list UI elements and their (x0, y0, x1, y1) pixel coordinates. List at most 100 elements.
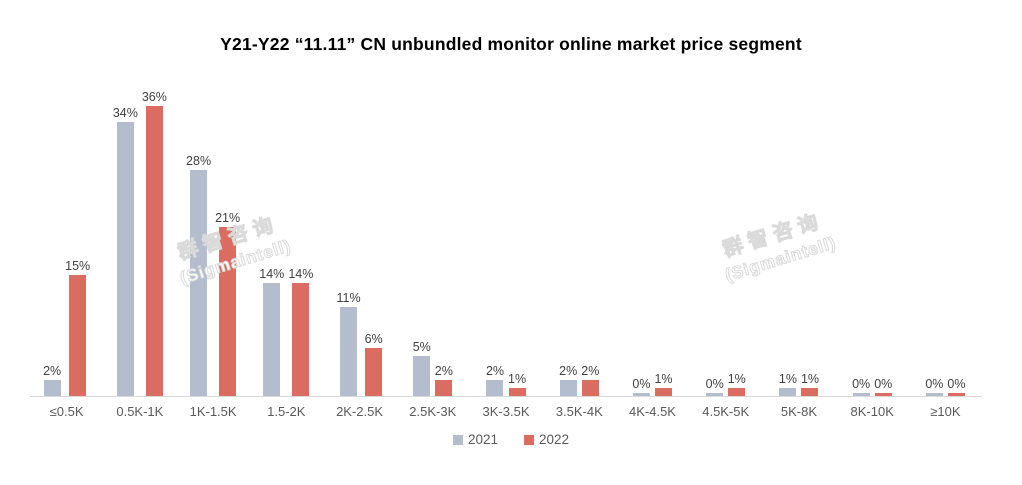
bar-column: 1% (801, 372, 819, 396)
bar-2022 (655, 387, 673, 396)
x-tick-label: 2.5K-3K (409, 404, 457, 419)
bar-value-label: 2% (43, 363, 62, 378)
category-group: 14% 14% (250, 85, 323, 396)
bar-2021 (925, 393, 943, 396)
x-tick-label: 3.5K-4K (555, 404, 603, 419)
bar-value-label: 6% (364, 331, 383, 346)
legend-item-2022: 2022 (524, 432, 569, 447)
bar-column: 36% (142, 90, 167, 396)
category-group: 2% 1% (469, 85, 542, 396)
legend-swatch-icon (524, 434, 534, 445)
category-group: 0% 0% (909, 85, 982, 396)
bar-column: 34% (113, 106, 138, 396)
x-tick-label: 4K-4.5K (629, 404, 676, 419)
bar-2021 (486, 379, 504, 396)
bar-2022 (728, 387, 746, 396)
bar-2021 (116, 122, 134, 396)
bar-2022 (508, 387, 526, 396)
bar-column: 6% (365, 332, 383, 396)
bar-column: 2% (581, 364, 599, 396)
bar-value-label: 14% (288, 267, 314, 282)
plot-area: 2% 15% 34% 36% 28% 21% 14% 14% 11% 6% 5% 2% 2% 1% 2% 2%… (30, 85, 982, 419)
bar-2021 (559, 379, 577, 396)
bar-column: 28% (186, 154, 211, 396)
category-group: 0% 1% (616, 85, 689, 396)
bar-value-label: 2% (434, 363, 453, 378)
category-group: 2% 2% (543, 85, 616, 396)
bar-column: 2% (43, 364, 61, 396)
bar-2021 (632, 393, 650, 396)
bar-value-label: 2% (581, 363, 600, 378)
bar-2022 (581, 379, 599, 396)
bar-value-label: 1% (508, 371, 527, 386)
bar-column: 14% (259, 267, 284, 396)
bar-2021 (779, 387, 797, 396)
bar-column: 1% (654, 371, 673, 396)
bar-value-label: 11% (336, 291, 361, 306)
bar-2022 (145, 106, 163, 396)
bar-2022 (292, 283, 310, 396)
bar-value-label: 2% (485, 363, 505, 378)
bar-column: 0% (874, 377, 892, 396)
bar-2022 (219, 226, 237, 396)
x-axis: ≤0.5K 0.5K-1K 1K-1.5K 1.5-2K 2K-2.5K 2.5K-3K 3… (30, 397, 982, 419)
bar-2021 (852, 393, 870, 396)
bar-2021 (263, 283, 281, 396)
category-group: 0% 1% (689, 85, 762, 396)
bar-column: 2% (559, 364, 577, 396)
bar-2021 (190, 170, 208, 396)
x-tick-label: 2K-2.5K (336, 404, 384, 419)
bar-value-label: 5% (412, 339, 431, 354)
category-group: 5% 2% (396, 85, 469, 396)
bar-column: 5% (413, 340, 431, 396)
bar-2021 (706, 393, 724, 396)
bar-2022 (365, 347, 383, 396)
bar-value-label: 0% (705, 377, 724, 391)
legend-swatch-icon (452, 434, 463, 445)
bar-value-label: 2% (559, 363, 578, 378)
bar-column: 0% (706, 377, 724, 396)
bar-value-label: 0% (947, 377, 966, 391)
bar-column: 2% (486, 364, 504, 396)
bar-column: 1% (728, 372, 746, 396)
bar-groups: 2% 15% 34% 36% 28% 21% 14% 14% 11% 6% 5% 2% 2% 1% 2% 2%… (30, 85, 982, 397)
bar-value-label: 0% (925, 377, 944, 391)
bar-column: 15% (65, 259, 90, 396)
bar-column: 21% (215, 211, 240, 396)
x-tick-label: 3K-3.5K (482, 404, 530, 419)
x-tick-label: 0.5K-1K (116, 404, 164, 419)
bar-column: 1% (779, 372, 797, 396)
bar-value-label: 0% (632, 377, 651, 391)
bar-value-label: 0% (852, 377, 871, 391)
bar-value-label: 14% (259, 267, 285, 282)
bar-value-label: 36% (141, 90, 167, 104)
x-tick-label: 5K-8K (780, 404, 818, 419)
bar-column: 0% (852, 377, 870, 396)
bar-value-label: 1% (778, 371, 797, 386)
bar-value-label: 1% (654, 371, 673, 386)
chart-legend: 2021 2022 (0, 432, 1022, 447)
x-tick-label: ≤0.5K (49, 404, 84, 419)
bar-value-label: 28% (186, 154, 212, 169)
bar-value-label: 15% (65, 259, 91, 274)
bar-column: 11% (336, 291, 361, 396)
bar-column: 2% (435, 364, 453, 396)
bar-2022 (69, 275, 87, 396)
bar-column: 1% (508, 372, 526, 396)
bar-2022 (435, 379, 453, 396)
category-group: 34% 36% (103, 85, 176, 396)
category-group: 28% 21% (176, 85, 249, 396)
category-group: 0% 0% (836, 85, 909, 396)
legend-item-2021: 2021 (452, 432, 498, 447)
category-group: 11% 6% (323, 85, 396, 396)
bar-2022 (947, 393, 965, 396)
bar-value-label: 0% (874, 377, 893, 391)
x-tick-label: 4.5K-5K (702, 404, 750, 419)
bar-value-label: 1% (727, 371, 746, 386)
bar-column: 14% (288, 267, 313, 396)
legend-label: 2022 (539, 432, 570, 447)
bar-column: 0% (925, 377, 943, 396)
chart-title: Y21-Y22 “11.11” CN unbundled monitor onl… (220, 34, 802, 54)
category-group: 1% 1% (762, 85, 835, 396)
